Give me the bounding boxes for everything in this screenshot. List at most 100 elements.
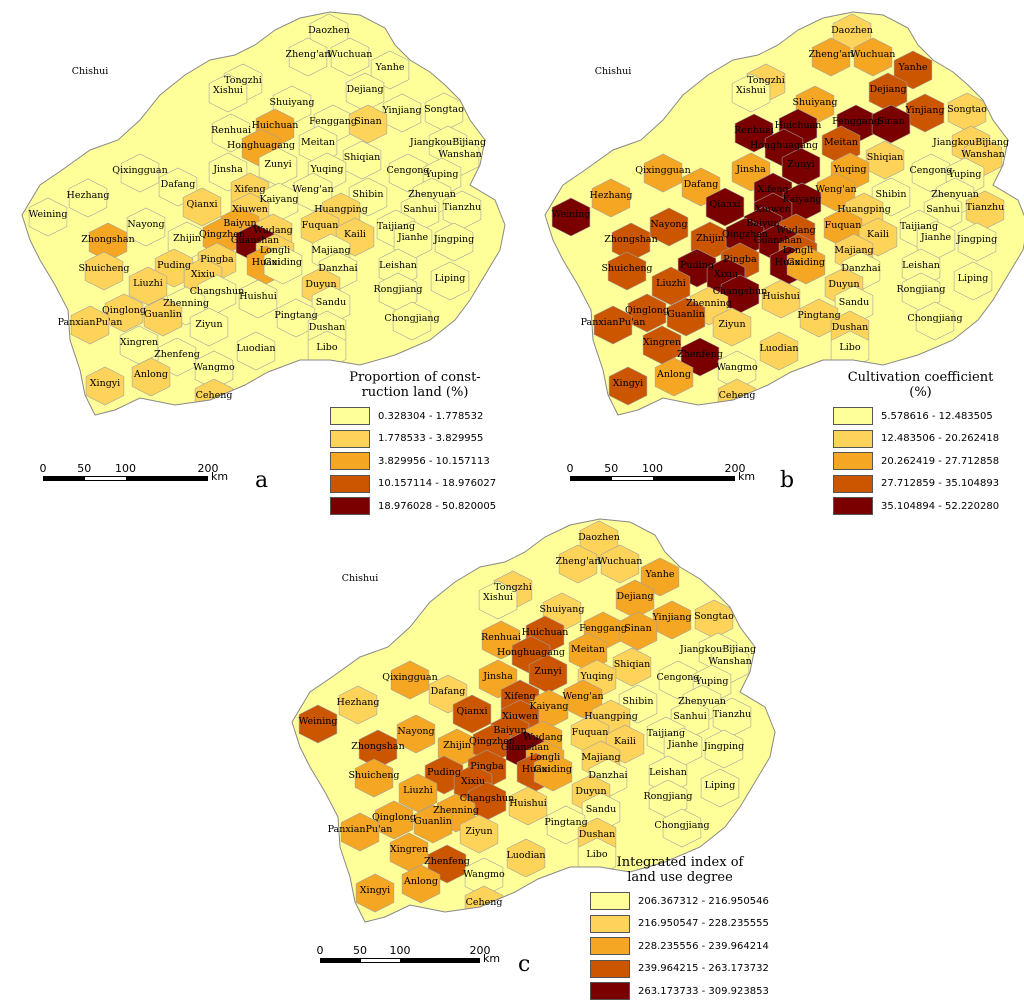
place-label: Xiuwen [232,204,268,215]
scale-tick-label: 50 [77,462,92,475]
legend-row: 0.328304 - 1.778532 [330,406,500,426]
district-guanlin [413,804,453,844]
place-label: Qinglong [625,305,669,316]
district-sinan [871,104,911,144]
place-label: JiangkouBijiang [932,137,1009,148]
place-label: Songtao [424,104,464,115]
district-liuzhi [398,773,438,813]
district-wuchuan [600,544,640,584]
place-label: Xishui [213,85,243,96]
place-label: Zunyi [787,159,814,170]
place-label: Puding [680,260,714,271]
legend-title: Proportion of const- ruction land (%) [349,370,481,400]
place-label: Rongjiang [374,284,423,295]
place-label: Rongjiang [897,284,946,295]
place-label: Zheng'an [556,556,601,567]
place-label: Chongjiang [654,820,709,831]
legend-row: 263.173733 - 309.923853 [590,981,770,1001]
place-label: Zhenning [433,805,479,816]
scale-segment [571,477,612,480]
place-label: Shibin [876,189,907,200]
place-label: Hezhang [67,190,110,201]
district-nayong [396,714,436,754]
place-label: Leishan [902,260,940,271]
place-label: Qixingguan [635,165,690,176]
place-label: Sandu [316,297,347,308]
legend-title: Cultivation coefficient (%) [847,370,994,400]
legend-label: 0.328304 - 1.778532 [378,410,484,422]
district-luodian [759,331,799,371]
place-label: Jinsha [735,164,766,175]
place-label: Anlong [656,369,691,380]
place-label: Danzhai [318,263,357,274]
place-label: Meitan [571,644,605,655]
place-label: Zhongshan [604,234,657,245]
district-wengan [816,172,856,212]
place-label: Dejiang [616,591,653,602]
place-label: Fenggang [832,116,880,127]
scale-segment [321,959,361,962]
place-label: PanxianPu'an [328,824,393,835]
place-label: Yuqing [310,164,344,175]
district-daozhen [309,13,349,53]
legend-a: Proportion of const- ruction land (%) 0.… [330,370,500,519]
place-label: Puding [427,767,461,778]
place-label: Liping [435,273,466,284]
legend-title: Integrated index of land use degree [616,855,744,885]
place-label: Zhenyuan [408,189,456,200]
place-label: Shuicheng [601,263,652,274]
place-label: Majiang [311,245,350,256]
place-label: Qianxi [709,199,740,210]
legend-row: 20.262419 - 27.712858 [833,451,1008,471]
place-label: Kaiyang [782,194,821,205]
place-label: Xingyi [360,885,390,896]
place-label: Weining [298,716,337,727]
place-label: Zunyi [534,666,561,677]
place-label: Shuicheng [78,263,129,274]
legend-swatch [330,429,370,448]
legend-swatch [330,452,370,470]
place-label: Zhongshan [351,741,404,752]
legend-row: 228.235556 - 239.964214 [590,936,770,956]
place-label: Sandu [586,804,617,815]
place-label: Chishui [342,573,379,584]
place-label: Qianxi [456,706,487,717]
place-label: Taijiang [900,221,938,232]
district-ziyun [189,307,229,347]
place-label: Fuquan [825,220,862,231]
district-qianxi [705,187,745,227]
place-label: Zhongshan [81,234,134,245]
scale-bar-segments [570,476,735,481]
place-label: Guanlin [667,309,705,320]
place-label: Danzhai [588,770,627,781]
legend-label: 239.964215 - 263.173732 [638,963,769,974]
scale-segment [44,477,85,480]
district-panxianpuan [70,305,110,345]
place-label: Wangmo [463,869,505,880]
place-label: Shuicheng [348,770,399,781]
legend-row: 239.964215 - 263.173732 [590,959,770,979]
district-shiqian [342,140,382,180]
district-liping [430,261,470,301]
district-liuzhi [651,266,691,306]
district-yinjiang [652,600,692,640]
scale-tick-label: 200 [197,462,219,475]
place-label: Guiding [264,257,302,268]
district-qinglong [374,800,414,840]
district-liping [953,261,993,301]
scale-tick-label: 0 [39,462,47,475]
place-label: Jingping [703,741,744,752]
place-label: Wudang [523,732,562,743]
place-label: Nayong [127,219,164,230]
legend-swatch [590,914,630,933]
district-renhuai [211,113,251,153]
scale-segment [611,477,653,480]
place-label: Guanlin [144,309,182,320]
place-label: Daozhen [831,25,873,36]
place-label: Wudang [253,225,292,236]
place-label: Guiding [534,764,572,775]
place-label: Luodian [236,343,275,354]
place-label: Jianhe [920,232,952,243]
scale-segment [84,477,126,480]
